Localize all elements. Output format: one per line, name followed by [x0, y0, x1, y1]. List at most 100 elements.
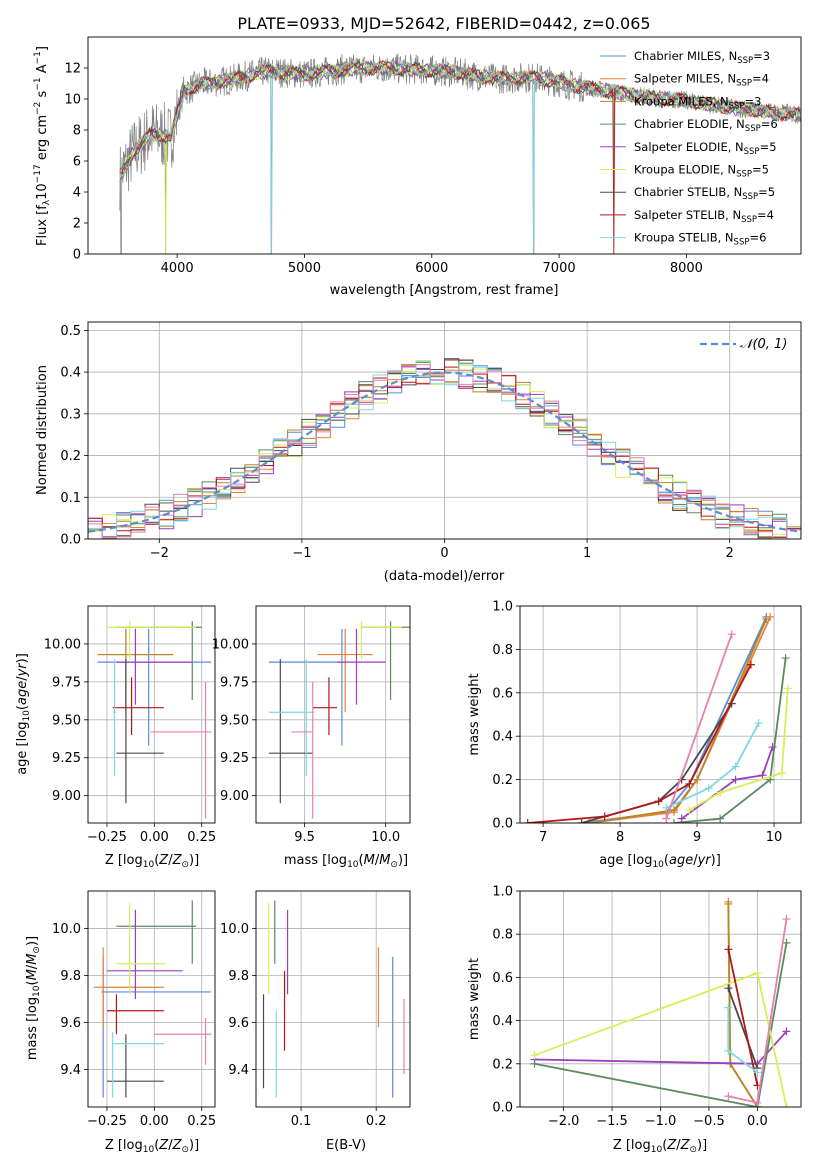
- age-vs-mass-ytick-label: 10.00: [212, 637, 249, 652]
- weight-marker: [669, 819, 678, 823]
- age-vs-mass-ytick-label: 9.25: [220, 751, 249, 766]
- weight-line: [688, 688, 789, 811]
- weight-marker: [530, 1051, 539, 1060]
- weight-line: [665, 633, 733, 820]
- weight-vs-age-xtick-label: 8: [616, 830, 624, 845]
- spectrum-model-line: [119, 59, 801, 254]
- residual-histogram-ytick-label: 0.5: [60, 324, 81, 339]
- spectrum-ytick-label: 6: [73, 155, 81, 170]
- spectrum-xtick-label: 7000: [543, 261, 576, 276]
- histogram-plot: [88, 358, 801, 539]
- spectrum-axes: 4000 5000 6000 7000 8000 0 2 4 6 8 10 12: [64, 62, 703, 277]
- age-vs-Z-axes: −0.25 0.00 0.25 9.00 9.25 9.50 9.75 10.00: [44, 606, 216, 845]
- spectrum-frame: [87, 36, 802, 255]
- mass-vs-Z-ylabel: mass [log10(M/M⊙)]: [25, 936, 42, 1060]
- weight-marker: [782, 1027, 791, 1036]
- mass-vs-EBV-xlabel: E(B-V): [326, 1138, 366, 1153]
- age-vs-mass-ytick-label: 9.75: [220, 675, 249, 690]
- weight-marker: [724, 1046, 733, 1055]
- weight-marker: [781, 654, 790, 663]
- spectrum-xtick-label: 8000: [670, 261, 703, 276]
- residual-histogram-ytick-label: 0.2: [60, 449, 81, 464]
- residual-histogram-xtick-label: 2: [726, 546, 734, 561]
- mass-vs-EBV-ytick-label: 10.0: [220, 922, 249, 937]
- age-vs-Z-frame: [87, 605, 216, 824]
- spectrum-ytick-label: 12: [64, 62, 81, 77]
- spectrum-model-line: [119, 60, 801, 179]
- weight-marker: [600, 812, 609, 821]
- weight-marker: [731, 762, 740, 771]
- mass-vs-EBV-plot: [262, 900, 405, 1098]
- weight-marker: [753, 969, 762, 978]
- weight-marker: [677, 814, 686, 823]
- spectrum-ytick-label: 0: [73, 248, 81, 263]
- weight-marker: [724, 945, 733, 954]
- age-vs-Z-ytick-label: 10.00: [44, 637, 81, 652]
- weight-line: [589, 618, 768, 823]
- histogram-legend-label: 𝒩(0, 1): [740, 337, 787, 352]
- mass-vs-Z-ytick-label: 9.4: [60, 1063, 81, 1078]
- age-vs-Z-xlabel: Z [log10(Z/Z⊙)]: [105, 853, 199, 870]
- weight-marker: [727, 630, 736, 639]
- weight-marker: [724, 1092, 733, 1101]
- weight-line: [581, 703, 733, 823]
- weight-marker: [766, 612, 775, 621]
- age-vs-mass-ytick-label: 9.50: [220, 713, 249, 728]
- weight-marker: [746, 660, 755, 669]
- weight-marker: [782, 1103, 791, 1107]
- mass-vs-Z-plot: [93, 900, 212, 1098]
- legend-label: Chabrier MILES, NSSP=3: [634, 49, 770, 66]
- weight-line: [673, 657, 787, 823]
- age-vs-mass-axes: 9.5 10.0 9.00 9.25 9.50 9.75 10.00: [212, 606, 410, 845]
- mass-vs-Z-xtick-label: 0.25: [187, 1114, 216, 1129]
- histogram-step: [88, 364, 801, 539]
- weight-line: [534, 942, 788, 1107]
- residual-histogram-ytick-label: 0.0: [60, 533, 81, 548]
- weight-vs-Z-ytick-label: 0.6: [492, 971, 513, 986]
- mass-vs-EBV-xtick-label: 0.1: [291, 1114, 312, 1129]
- spectrum-ytick-label: 8: [73, 124, 81, 139]
- weight-vs-age-ytick-label: 0.6: [492, 686, 513, 701]
- residual-histogram-xtick-label: −1: [292, 546, 311, 561]
- weight-vs-age-ytick-label: 0.0: [492, 817, 513, 832]
- age-vs-Z-ytick-label: 9.75: [52, 675, 81, 690]
- age-vs-mass-plot: [268, 621, 410, 819]
- weight-vs-age-ytick-label: 0.2: [492, 773, 513, 788]
- age-vs-mass-xtick-label: 10.0: [371, 830, 400, 845]
- spectrum-ytick-label: 10: [64, 93, 81, 108]
- weight-marker: [783, 684, 792, 693]
- spectrum-ytick-label: 4: [73, 186, 81, 201]
- weight-vs-age-plot: [523, 612, 792, 823]
- weight-vs-age-axes: 7 8 9 10 0.0 0.2 0.4 0.6 0.8 1.0: [492, 600, 801, 845]
- weight-marker: [685, 779, 694, 788]
- age-vs-Z-ylabel: age [log10(age/yr)]: [15, 653, 32, 775]
- legend-label: Chabrier STELIB, NSSP=5: [634, 185, 775, 202]
- residual-histogram-xtick-label: 0: [440, 546, 448, 561]
- weight-vs-age-ytick-label: 0.4: [492, 730, 513, 745]
- gaussian-reference-line: [88, 371, 801, 533]
- weight-marker: [704, 784, 713, 793]
- weight-vs-Z-xlabel: Z [log10(Z/Z⊙)]: [613, 1138, 707, 1155]
- spectrum-xtick-label: 4000: [161, 261, 194, 276]
- histogram-step: [88, 358, 801, 539]
- weight-marker: [753, 1068, 762, 1077]
- weight-line: [727, 901, 759, 1107]
- weight-marker: [716, 814, 725, 823]
- weight-vs-age-frame: [519, 605, 802, 824]
- age-vs-Z-ytick-label: 9.25: [52, 751, 81, 766]
- mass-vs-EBV-ytick-label: 9.6: [228, 1016, 249, 1031]
- age-vs-mass-ytick-label: 9.00: [220, 789, 249, 804]
- weight-marker: [662, 814, 671, 823]
- weight-marker: [754, 719, 763, 728]
- weight-marker: [530, 1059, 539, 1068]
- mass-vs-Z-axes: −0.25 0.00 0.25 9.4 9.6 9.8 10.0: [52, 891, 216, 1129]
- spectrum-legend: Chabrier MILES, NSSP=3 Salpeter MILES, NS…: [600, 49, 778, 248]
- weight-line: [527, 664, 752, 823]
- weight-vs-Z-ytick-label: 0.0: [492, 1101, 513, 1116]
- age-vs-mass-xlabel: mass [log10(M/M⊙)]: [284, 853, 408, 870]
- residual-histogram-xtick-label: −2: [150, 546, 169, 561]
- mass-vs-EBV-xtick-label: 0.2: [366, 1114, 387, 1129]
- weight-line: [665, 722, 760, 809]
- weight-vs-Z-ytick-label: 0.2: [492, 1057, 513, 1072]
- weight-vs-Z-ylabel: mass weight: [467, 958, 482, 1040]
